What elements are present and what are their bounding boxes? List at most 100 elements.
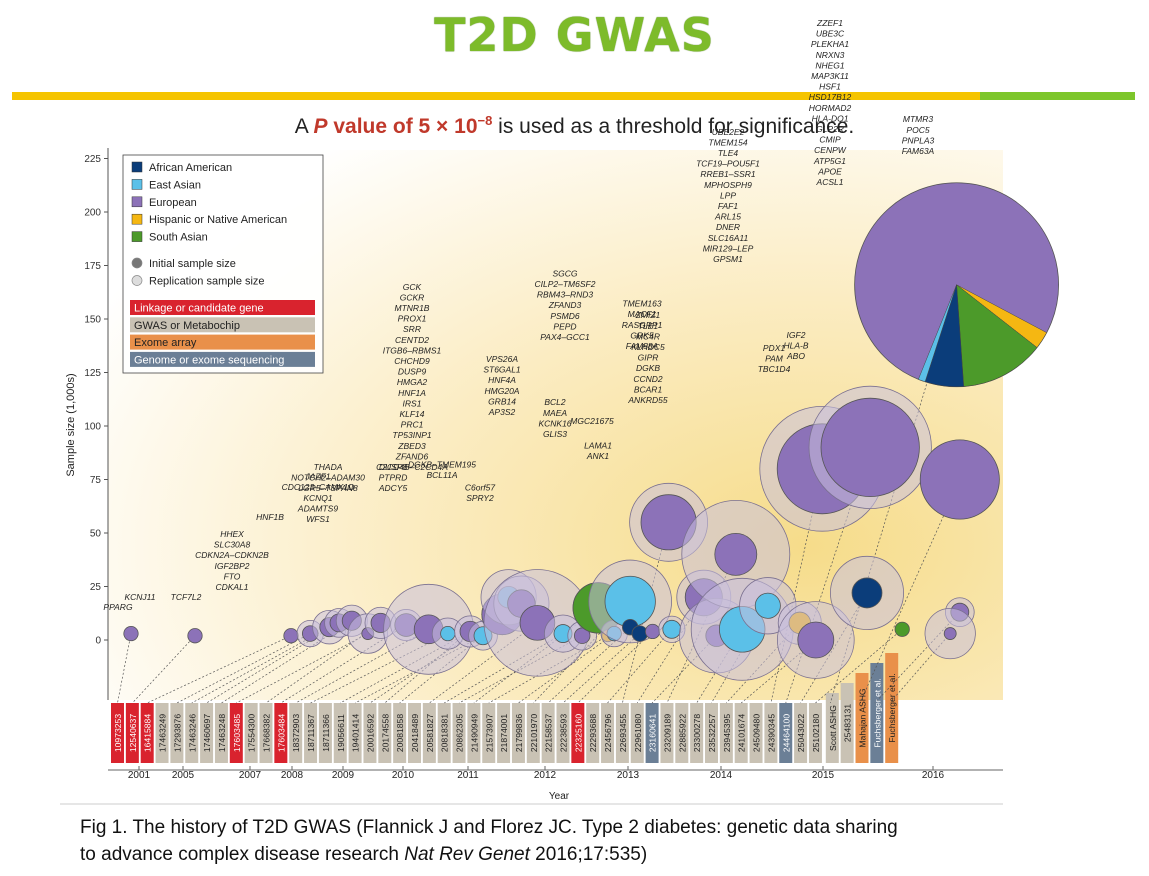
gene-label: GRK5 (630, 330, 653, 340)
year-label: 2001 (128, 770, 151, 781)
gene-label: HMG20A (485, 386, 520, 396)
legend-method-box (130, 317, 315, 333)
study-band (482, 703, 496, 763)
threshold-p: P (313, 115, 328, 138)
gene-label: CMIP (819, 135, 841, 145)
study-label: 20418489 (410, 714, 420, 752)
threshold-exponent: −8 (477, 113, 493, 128)
study-label: 25043022 (796, 714, 806, 752)
study-band (244, 703, 258, 763)
gene-label: UBE3C (816, 29, 845, 39)
study-band (526, 703, 540, 763)
initial-bubble (440, 625, 456, 642)
gene-label: VPS26A (486, 354, 518, 364)
caption-line-1: Fig 1. The history of T2D GWAS (Flannick… (80, 817, 898, 838)
gene-label: HSD17B12 (809, 92, 852, 102)
gene-label: PAX4–GCC1 (540, 332, 590, 342)
study-band (855, 673, 869, 763)
gene-label: MTMR3 (903, 114, 933, 124)
legend-label: Hispanic or Native American (149, 214, 287, 226)
study-band (497, 703, 511, 763)
pie-slice (918, 284, 957, 383)
study-band (556, 703, 570, 763)
year-label: 2005 (172, 770, 195, 781)
gene-label: TLE4 (718, 148, 739, 158)
gene-label: HHEX (220, 529, 244, 539)
study-label: 25102180 (811, 714, 821, 752)
gene-label: GCKR (400, 292, 425, 302)
gene-label: CENTD2 (395, 335, 429, 345)
study-band (125, 703, 139, 763)
legend-label: East Asian (149, 179, 201, 191)
gene-label: PAM (765, 353, 784, 363)
gene-label: SLC16A11 (708, 233, 749, 243)
study-label: 20016592 (365, 714, 375, 752)
connector-line (147, 635, 292, 704)
connector-line (547, 626, 631, 704)
study-label: 21799836 (514, 714, 524, 752)
gene-label: FAF1 (718, 201, 738, 211)
gene-label: TP53INP1 (392, 430, 431, 440)
study-band (586, 703, 600, 763)
initial-bubble (919, 439, 1000, 520)
gene-label: GCK (403, 282, 422, 292)
gene-label: FTO (224, 571, 241, 581)
gene-label: MPHOSPH9 (704, 180, 752, 190)
study-label: 23209189 (662, 714, 672, 752)
gene-label: AP3S2 (488, 407, 516, 417)
legend-label: African American (149, 162, 232, 174)
study-band (719, 703, 733, 763)
gene-label: CENPW (814, 145, 847, 155)
slide-title: T2D GWAS (434, 8, 715, 62)
gene-label: JAZF1 (304, 472, 330, 482)
connector-line (815, 629, 903, 704)
gene-label: MACF1 (628, 309, 657, 319)
y-axis-title: Sample size (1,000s) (65, 373, 77, 476)
study-band (452, 703, 466, 763)
gene-label: KLF14 (399, 409, 424, 419)
y-tick-label: 50 (90, 529, 102, 540)
study-band (779, 703, 793, 763)
y-tick-label: 200 (84, 208, 101, 219)
study-band (155, 703, 169, 763)
gene-label: C6orf57 (465, 482, 496, 492)
study-label: 22293688 (588, 714, 598, 752)
study-band (885, 653, 899, 763)
y-tick-label: 75 (90, 475, 102, 486)
study-band (705, 703, 718, 763)
study-label: 17463248 (217, 714, 227, 752)
year-label: 2009 (332, 770, 355, 781)
initial-bubble (714, 533, 758, 576)
gene-label: TBC1D4 (758, 364, 791, 374)
gene-label: PEPD (553, 321, 576, 331)
gene-label: BCAR1 (634, 384, 663, 394)
legend-label: Replication sample size (149, 276, 265, 288)
gene-label: DGKB (636, 363, 660, 373)
figure-caption: Fig 1. The history of T2D GWAS (Flannick… (80, 814, 1120, 868)
study-label: 24101674 (737, 714, 747, 752)
study-label: 22693455 (618, 714, 628, 752)
gene-label: GLP2R (816, 124, 844, 134)
gene-label: C2CD4B–C2CD4A (376, 462, 448, 472)
gene-label: HNF4A (488, 375, 516, 385)
legend-swatch (131, 161, 143, 173)
year-label: 2014 (710, 770, 733, 781)
y-tick-label: 175 (84, 261, 101, 272)
gene-label: NHEG1 (815, 60, 845, 70)
year-label: 2011 (457, 770, 479, 781)
gene-label: TCF7L2 (171, 592, 202, 602)
gene-label: GIPR (638, 353, 659, 363)
study-label: 17603484 (276, 714, 286, 752)
gene-label: CDKAL1 (215, 582, 248, 592)
gene-label: POC5 (906, 125, 929, 135)
connector-line (369, 614, 503, 704)
gene-label: IGF2BP2 (215, 561, 250, 571)
gene-label: HMGA2 (397, 377, 428, 387)
study-band (140, 703, 154, 763)
gene-label: ZFAND3 (548, 300, 582, 310)
gene-label: CHCHD9 (394, 356, 430, 366)
gene-label: DGKB–TMEM195 (408, 459, 476, 469)
gene-label: SGCG (552, 268, 577, 278)
study-label: 24464100 (781, 714, 791, 752)
